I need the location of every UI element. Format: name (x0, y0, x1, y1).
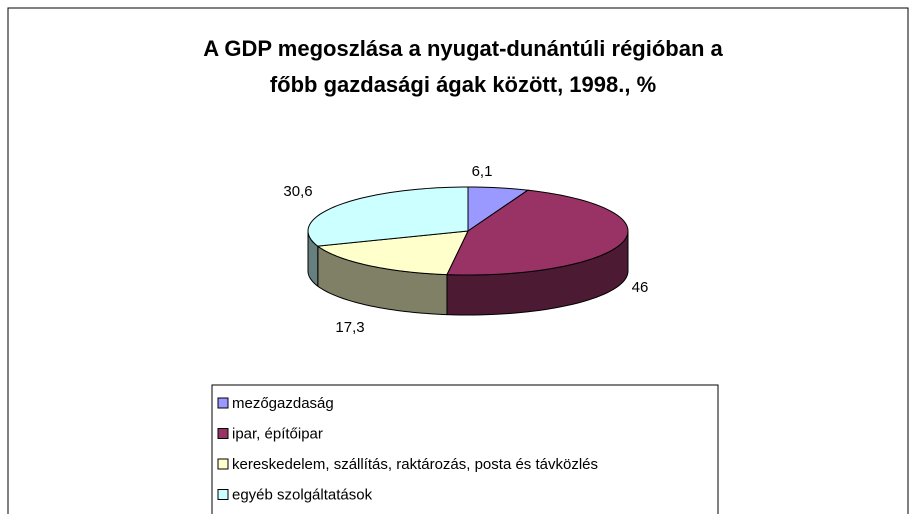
legend-label: mezőgazdaság (232, 395, 334, 412)
legend-label: kereskedelem, szállítás, raktározás, pos… (232, 456, 598, 473)
legend-label: ipar, építőipar (232, 425, 323, 442)
data-label: 30,6 (283, 183, 312, 200)
legend-label: egyéb szolgáltatások (232, 486, 373, 503)
legend-swatch (217, 458, 229, 470)
data-label: 46 (632, 279, 649, 296)
pie-slice (307, 186, 469, 247)
chart-frame (7, 7, 909, 514)
legend-swatch (217, 489, 229, 500)
pie-slice (467, 186, 530, 232)
legend-swatch (217, 397, 229, 409)
legend-frame (211, 384, 719, 514)
pie-slice (316, 230, 469, 276)
pie-slice (446, 189, 629, 276)
chart-title: A GDP megoszlása a nyugat-dunántúli régi… (203, 36, 723, 61)
chart-title: főbb gazdasági ágak között, 1998., % (270, 72, 656, 97)
data-label: 17,3 (335, 319, 364, 336)
legend-swatch (217, 428, 229, 439)
data-label: 6,1 (472, 163, 493, 180)
title-text: főbb gazdasági ágak között, 1998., % (270, 72, 656, 97)
title-text: A GDP megoszlása a nyugat-dunántúli régi… (203, 36, 723, 61)
